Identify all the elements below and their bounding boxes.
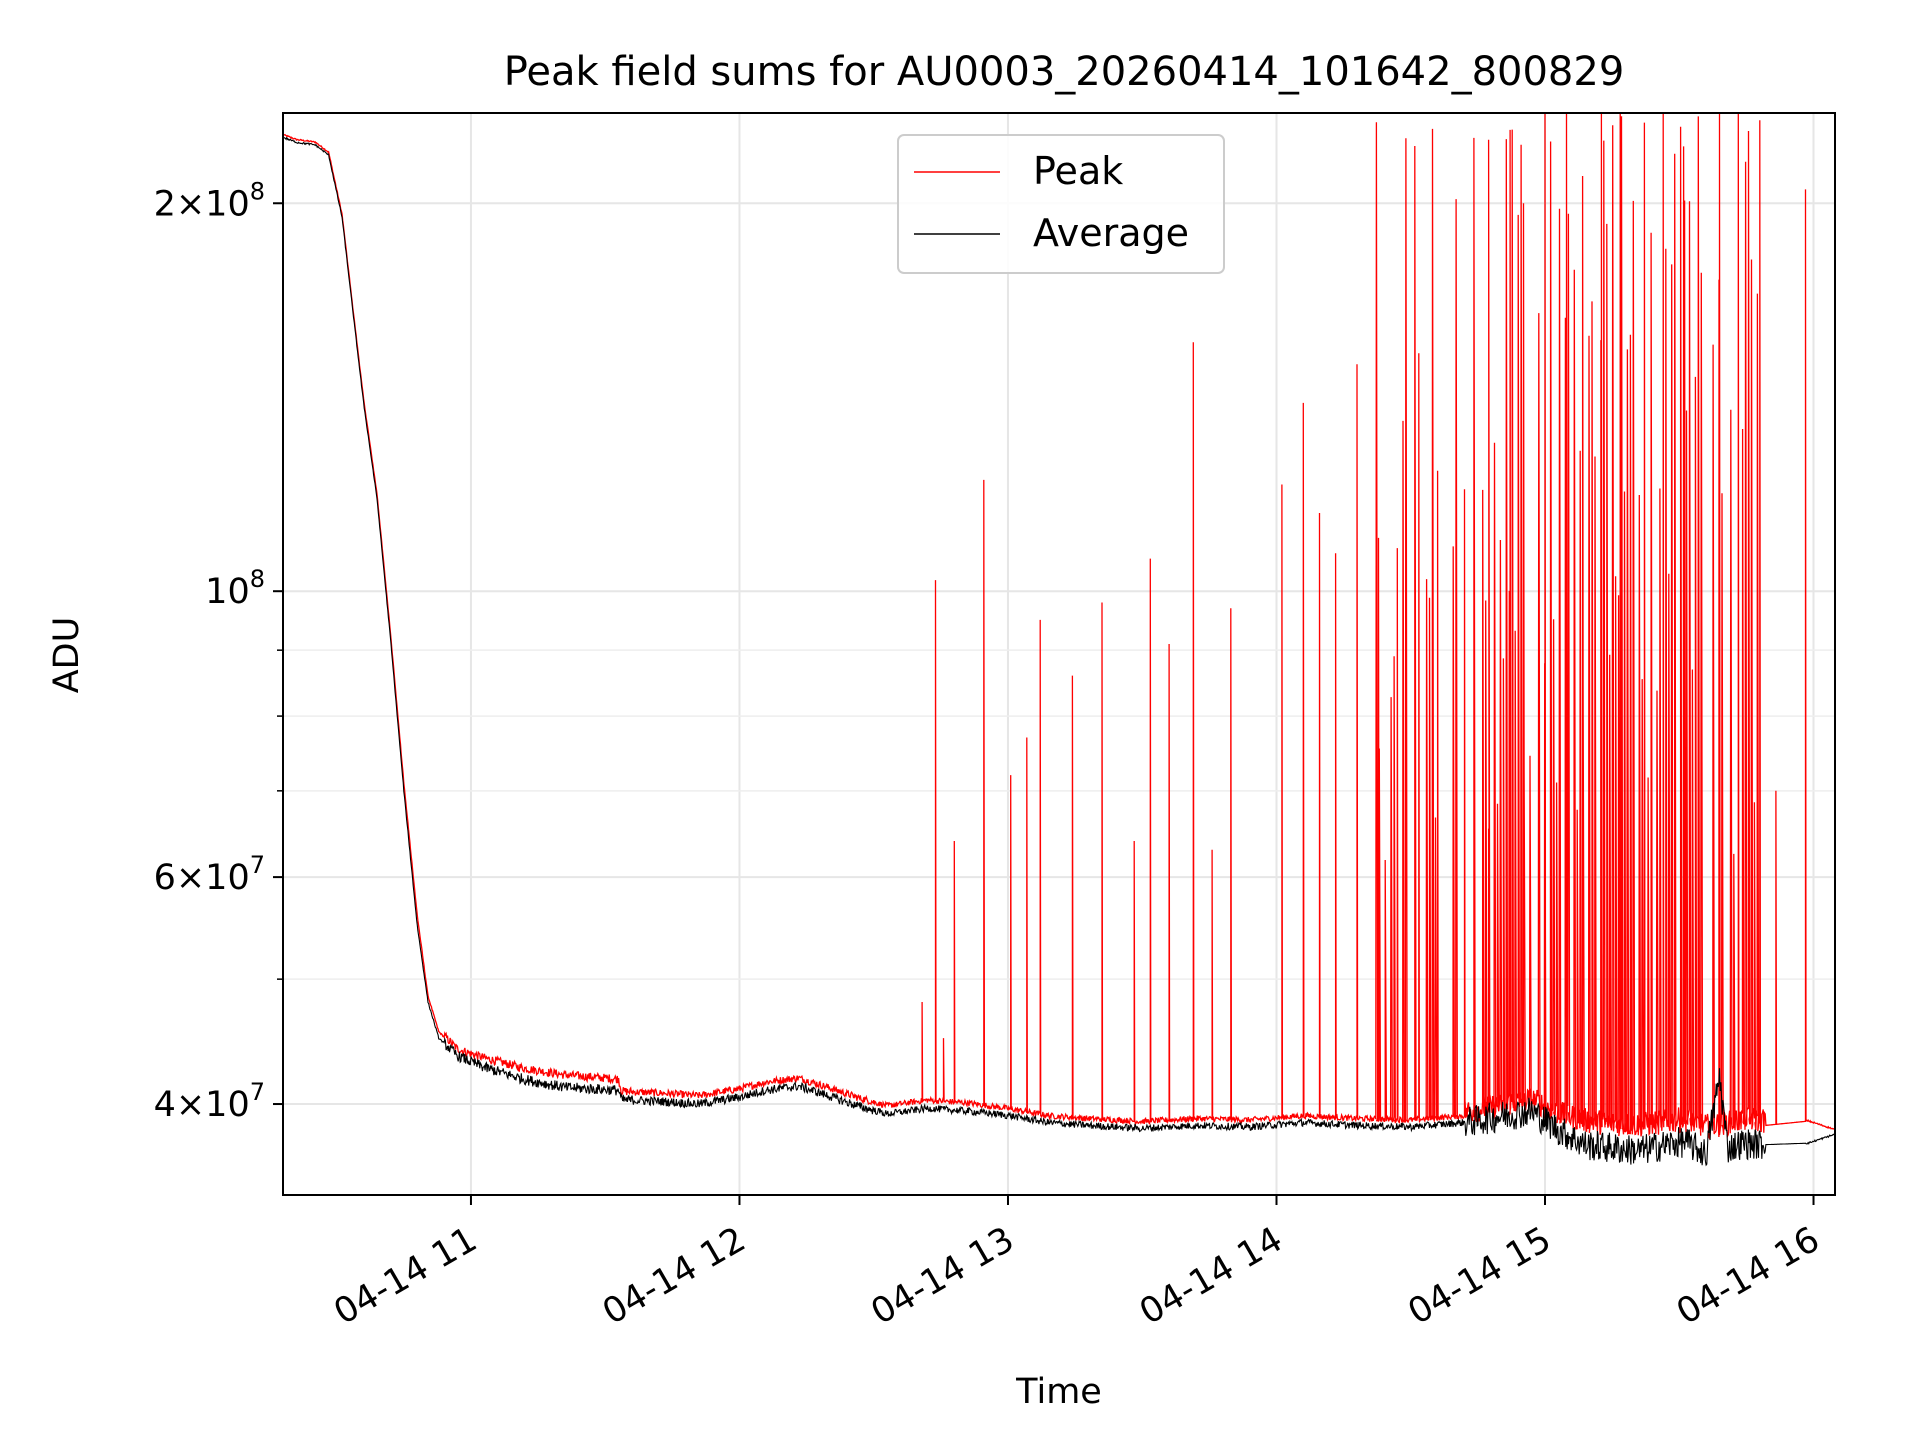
legend-peak-label: Peak [1033, 149, 1123, 193]
legend: Peak Average [897, 134, 1225, 274]
y-tick-label: 108 [205, 565, 265, 612]
legend-average-label: Average [1033, 211, 1189, 255]
x-axis-label: Time [1015, 1372, 1102, 1412]
axes-frame [282, 112, 1836, 1196]
y-tick-label: 6×107 [154, 851, 265, 898]
y-tick-label: 2×108 [154, 177, 265, 224]
y-axis: 4×107 6×107 108 2×108 [154, 177, 283, 1125]
plot-area [283, 113, 1835, 1167]
chart-title: Peak field sums for AU0003_20260414_1016… [504, 49, 1625, 95]
y-tick-label: 4×107 [154, 1078, 265, 1125]
legend-box [897, 134, 1225, 274]
y-axis-label: ADU [47, 617, 87, 694]
average-series-line [283, 136, 1835, 1167]
peak-series-line [283, 113, 1835, 1141]
